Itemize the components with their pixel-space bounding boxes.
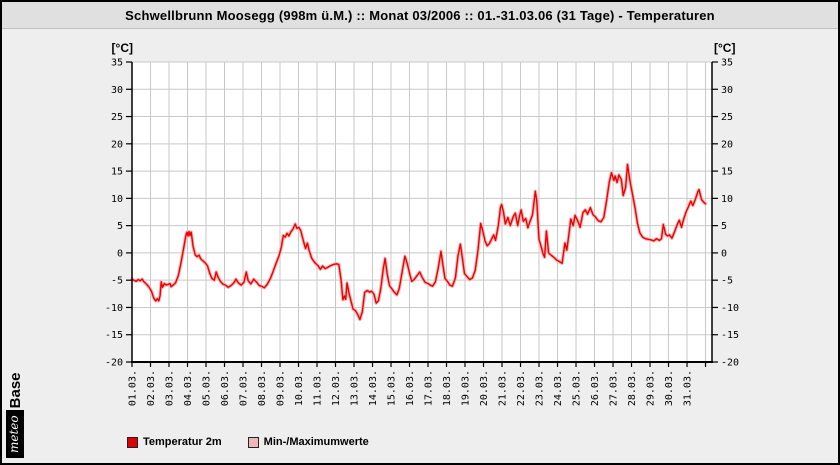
svg-text:25.03.: 25.03. [572, 370, 583, 406]
svg-text:06.03.: 06.03. [220, 370, 231, 406]
legend-item-minmax: Min-/Maximumwerte [247, 436, 369, 448]
svg-text:29.03.: 29.03. [646, 370, 657, 406]
title-bar: Schwellbrunn Moosegg (998m ü.M.) :: Mona… [2, 2, 838, 29]
svg-text:02.03.: 02.03. [146, 370, 157, 406]
svg-text:19.03.: 19.03. [461, 370, 472, 406]
svg-text:[°C]: [°C] [112, 41, 133, 55]
svg-text:5: 5 [117, 221, 123, 232]
svg-text:-5: -5 [721, 276, 733, 287]
svg-text:08.03.: 08.03. [257, 370, 268, 406]
chart-title: Schwellbrunn Moosegg (998m ü.M.) :: Mona… [125, 7, 715, 23]
svg-text:-20: -20 [105, 358, 123, 369]
svg-text:26.03.: 26.03. [590, 370, 601, 406]
legend-swatch-minmax [247, 436, 259, 448]
svg-text:20: 20 [111, 139, 123, 150]
svg-text:25: 25 [721, 112, 733, 123]
svg-text:17.03.: 17.03. [424, 370, 435, 406]
svg-text:-5: -5 [111, 276, 123, 287]
svg-text:[°C]: [°C] [714, 41, 735, 55]
svg-text:04.03.: 04.03. [183, 370, 194, 406]
legend-label-minmax: Min-/Maximumwerte [263, 436, 369, 448]
svg-text:15: 15 [721, 167, 733, 178]
svg-text:0: 0 [117, 248, 123, 259]
svg-text:0: 0 [721, 248, 727, 259]
svg-text:20: 20 [721, 139, 733, 150]
svg-text:03.03.: 03.03. [165, 370, 176, 406]
svg-text:30: 30 [721, 85, 733, 96]
svg-text:-15: -15 [105, 330, 123, 341]
svg-text:24.03.: 24.03. [553, 370, 564, 406]
svg-text:27.03.: 27.03. [609, 370, 620, 406]
logo-meteo-text: meteo [6, 410, 24, 458]
svg-text:30.03.: 30.03. [664, 370, 675, 406]
svg-text:35: 35 [111, 58, 123, 69]
legend-swatch-temperatur [127, 436, 138, 448]
svg-text:22.03.: 22.03. [516, 370, 527, 406]
svg-text:15.03.: 15.03. [387, 370, 398, 406]
svg-text:18.03.: 18.03. [442, 370, 453, 406]
svg-text:01.03.: 01.03. [128, 370, 139, 406]
svg-text:13.03.: 13.03. [350, 370, 361, 406]
svg-text:-20: -20 [721, 358, 739, 369]
svg-text:20.03.: 20.03. [479, 370, 490, 406]
svg-text:10: 10 [721, 194, 733, 205]
svg-text:12.03.: 12.03. [331, 370, 342, 406]
svg-text:15: 15 [111, 167, 123, 178]
svg-text:10: 10 [111, 194, 123, 205]
svg-text:31.03.: 31.03. [683, 370, 694, 406]
svg-text:-10: -10 [105, 303, 123, 314]
chart-legend: Temperatur 2m Min-/Maximumwerte [127, 436, 369, 448]
legend-item-temperatur-2m: Temperatur 2m [127, 436, 222, 448]
svg-text:11.03.: 11.03. [313, 370, 324, 406]
svg-text:05.03.: 05.03. [202, 370, 213, 406]
svg-text:30: 30 [111, 85, 123, 96]
svg-text:35: 35 [721, 58, 733, 69]
meteobase-logo: meteo Base [5, 372, 25, 458]
svg-text:5: 5 [721, 221, 727, 232]
logo-base-text: Base [6, 372, 24, 409]
svg-text:10.03.: 10.03. [294, 370, 305, 406]
svg-text:25: 25 [111, 112, 123, 123]
svg-text:-10: -10 [721, 303, 739, 314]
legend-label-temperatur: Temperatur 2m [143, 436, 222, 448]
svg-text:07.03.: 07.03. [239, 370, 250, 406]
svg-text:23.03.: 23.03. [535, 370, 546, 406]
svg-text:28.03.: 28.03. [627, 370, 638, 406]
svg-text:16.03.: 16.03. [405, 370, 416, 406]
svg-text:21.03.: 21.03. [498, 370, 509, 406]
svg-text:-15: -15 [721, 330, 739, 341]
svg-text:09.03.: 09.03. [276, 370, 287, 406]
svg-text:14.03.: 14.03. [368, 370, 379, 406]
